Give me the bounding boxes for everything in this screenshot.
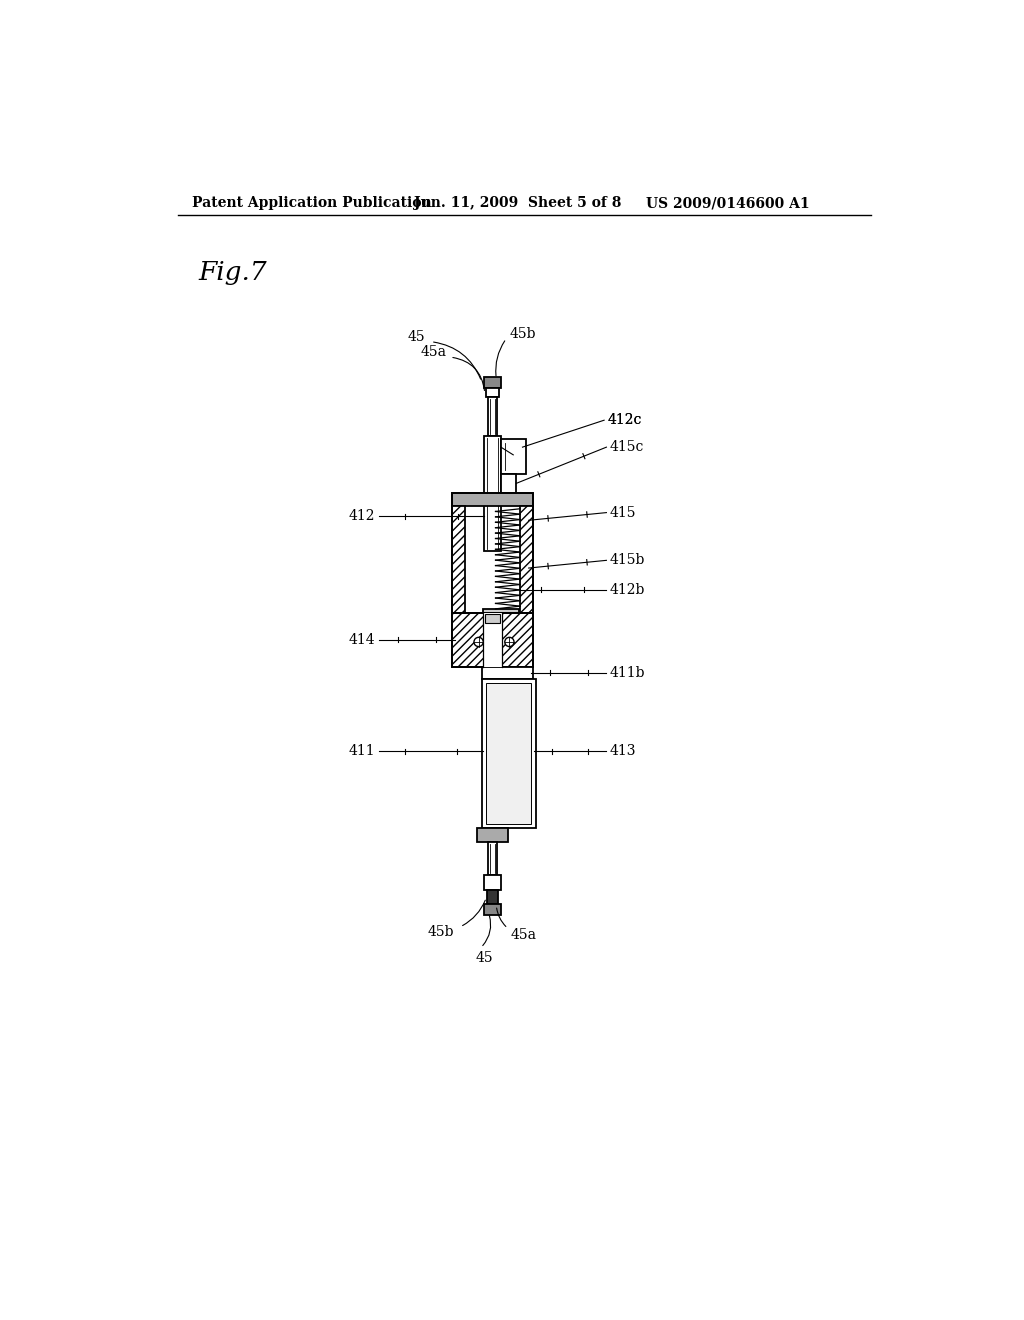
Bar: [484, 614, 500, 623]
Bar: [520, 506, 532, 612]
Bar: [453, 612, 532, 667]
Bar: [484, 875, 501, 890]
Circle shape: [474, 638, 483, 647]
Text: 412c: 412c: [607, 413, 642, 428]
Text: 412b: 412b: [609, 582, 645, 597]
Bar: [486, 682, 531, 825]
Text: US 2009/0146600 A1: US 2009/0146600 A1: [646, 197, 810, 210]
Text: 45: 45: [476, 950, 494, 965]
Text: 413: 413: [609, 744, 636, 758]
Text: 411b: 411b: [609, 665, 645, 680]
Bar: [501, 440, 525, 474]
Text: 411: 411: [349, 744, 376, 758]
Circle shape: [505, 638, 514, 647]
Bar: [487, 890, 498, 904]
Bar: [483, 612, 502, 667]
Bar: [484, 904, 501, 915]
Text: 412c: 412c: [607, 413, 642, 428]
Text: Fig.7: Fig.7: [199, 260, 267, 285]
Bar: [453, 506, 465, 612]
Text: 415c: 415c: [609, 440, 644, 454]
Bar: [487, 842, 497, 875]
Bar: [483, 609, 518, 620]
Text: 415: 415: [609, 506, 636, 520]
Bar: [487, 397, 497, 436]
Bar: [481, 667, 532, 678]
Text: 414: 414: [349, 632, 376, 647]
Text: 415b: 415b: [609, 553, 645, 568]
Bar: [484, 436, 501, 552]
Bar: [481, 678, 536, 829]
Bar: [453, 494, 532, 612]
Text: 45b: 45b: [509, 327, 536, 341]
Bar: [453, 494, 532, 506]
Text: 45: 45: [408, 330, 425, 345]
Bar: [477, 829, 508, 842]
Text: Patent Application Publication: Patent Application Publication: [193, 197, 432, 210]
Bar: [485, 388, 500, 397]
Bar: [501, 474, 516, 494]
Bar: [453, 612, 532, 667]
Text: 412: 412: [349, 510, 376, 524]
Bar: [484, 378, 501, 388]
Text: Jun. 11, 2009  Sheet 5 of 8: Jun. 11, 2009 Sheet 5 of 8: [414, 197, 622, 210]
Text: 45b: 45b: [427, 925, 454, 940]
Text: 45a: 45a: [420, 346, 446, 359]
Text: 45a: 45a: [511, 928, 537, 941]
